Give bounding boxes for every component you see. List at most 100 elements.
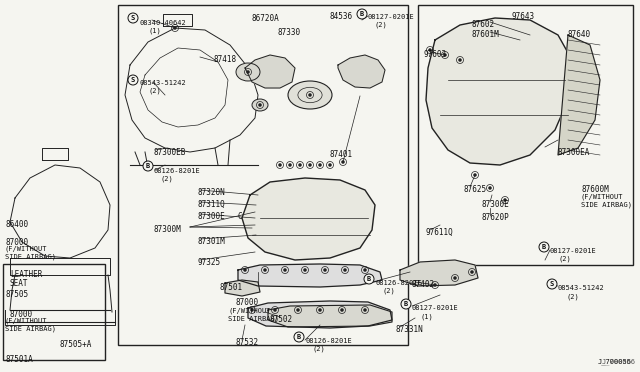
Polygon shape — [245, 55, 295, 88]
Text: S: S — [550, 281, 554, 287]
Circle shape — [296, 308, 300, 311]
Circle shape — [250, 308, 253, 311]
Text: 97611Q: 97611Q — [425, 228, 452, 237]
Text: 87330: 87330 — [278, 28, 301, 37]
Text: 08543-51242: 08543-51242 — [140, 80, 187, 86]
Text: 87300M: 87300M — [153, 225, 180, 234]
Text: 87402: 87402 — [412, 280, 435, 289]
Text: (2): (2) — [558, 256, 571, 263]
Text: (F/WITHOUT: (F/WITHOUT — [228, 307, 271, 314]
Text: 87501A: 87501A — [5, 355, 33, 364]
Circle shape — [344, 269, 346, 272]
Circle shape — [539, 242, 549, 252]
Text: 84536: 84536 — [330, 12, 353, 21]
Text: 08127-0201E: 08127-0201E — [550, 248, 596, 254]
Circle shape — [273, 308, 276, 311]
Circle shape — [342, 160, 344, 164]
Text: SIDE AIRBAG): SIDE AIRBAG) — [5, 254, 56, 260]
Text: 87300EA: 87300EA — [558, 148, 590, 157]
Circle shape — [128, 75, 138, 85]
Text: (2): (2) — [375, 22, 388, 29]
Circle shape — [504, 199, 506, 202]
Text: B: B — [146, 163, 150, 169]
Circle shape — [364, 269, 367, 272]
Text: S: S — [131, 15, 135, 21]
Circle shape — [429, 48, 431, 51]
Circle shape — [308, 164, 312, 167]
Circle shape — [364, 308, 367, 311]
Text: 87505+A: 87505+A — [60, 340, 92, 349]
Text: (1): (1) — [148, 28, 161, 35]
Text: B: B — [360, 11, 364, 17]
Circle shape — [470, 270, 474, 273]
Text: (2): (2) — [313, 346, 326, 353]
Circle shape — [278, 164, 282, 167]
Text: 08126-8201E: 08126-8201E — [305, 338, 352, 344]
Text: B: B — [297, 334, 301, 340]
Polygon shape — [400, 260, 478, 286]
Polygon shape — [426, 18, 572, 165]
Circle shape — [298, 164, 301, 167]
Text: B: B — [367, 276, 371, 282]
Circle shape — [547, 279, 557, 289]
Circle shape — [433, 283, 436, 286]
Circle shape — [328, 164, 332, 167]
Polygon shape — [558, 35, 600, 155]
Text: C: C — [238, 212, 243, 221]
Ellipse shape — [288, 81, 332, 109]
Circle shape — [323, 269, 326, 272]
Text: (2): (2) — [383, 288, 396, 295]
Polygon shape — [238, 264, 382, 287]
Text: 87600M: 87600M — [581, 185, 609, 194]
Circle shape — [143, 161, 153, 171]
Text: SIDE AIRBAG): SIDE AIRBAG) — [228, 315, 279, 321]
Circle shape — [308, 93, 312, 96]
Circle shape — [458, 58, 461, 61]
Text: 86400: 86400 — [5, 220, 28, 229]
Polygon shape — [338, 55, 385, 88]
Text: 97325: 97325 — [198, 258, 221, 267]
Text: 87418: 87418 — [213, 55, 236, 64]
Text: SIDE AIRBAG): SIDE AIRBAG) — [5, 326, 56, 333]
Text: LEATHER: LEATHER — [10, 270, 42, 279]
Circle shape — [401, 299, 411, 309]
Text: J_700056: J_700056 — [602, 358, 636, 365]
Circle shape — [303, 269, 307, 272]
Text: (2): (2) — [148, 88, 161, 94]
Circle shape — [488, 186, 492, 189]
Text: 87000: 87000 — [235, 298, 258, 307]
Text: B: B — [404, 301, 408, 307]
Circle shape — [454, 276, 456, 279]
Text: 87401: 87401 — [330, 150, 353, 159]
Text: SIDE AIRBAG): SIDE AIRBAG) — [581, 202, 632, 208]
Text: SEAT: SEAT — [10, 279, 29, 288]
Bar — [118, 5, 408, 345]
Text: B: B — [542, 244, 546, 250]
Text: (F/WITHOUT: (F/WITHOUT — [5, 318, 47, 324]
Circle shape — [284, 269, 287, 272]
Text: 87620P: 87620P — [481, 213, 509, 222]
Bar — [418, 5, 633, 265]
Text: J_700056: J_700056 — [598, 358, 632, 365]
Text: 87300E: 87300E — [481, 200, 509, 209]
Circle shape — [294, 332, 304, 342]
Text: 08126-8201E: 08126-8201E — [153, 168, 200, 174]
Circle shape — [259, 103, 262, 106]
Circle shape — [319, 164, 321, 167]
Text: S: S — [131, 77, 135, 83]
Circle shape — [444, 54, 447, 57]
Bar — [3, 264, 105, 360]
Text: 87311Q: 87311Q — [198, 200, 226, 209]
Polygon shape — [248, 301, 392, 328]
Circle shape — [364, 274, 374, 284]
Text: (F/WITHOUT: (F/WITHOUT — [5, 246, 47, 253]
Text: 08127-0201E: 08127-0201E — [412, 305, 459, 311]
Text: 08127-0201E: 08127-0201E — [368, 14, 415, 20]
Text: 87331N: 87331N — [395, 325, 423, 334]
Text: (2): (2) — [566, 293, 579, 299]
Text: 87502: 87502 — [270, 315, 293, 324]
Ellipse shape — [236, 63, 260, 81]
Circle shape — [128, 13, 138, 23]
Text: 86720A: 86720A — [252, 14, 280, 23]
Circle shape — [264, 269, 266, 272]
